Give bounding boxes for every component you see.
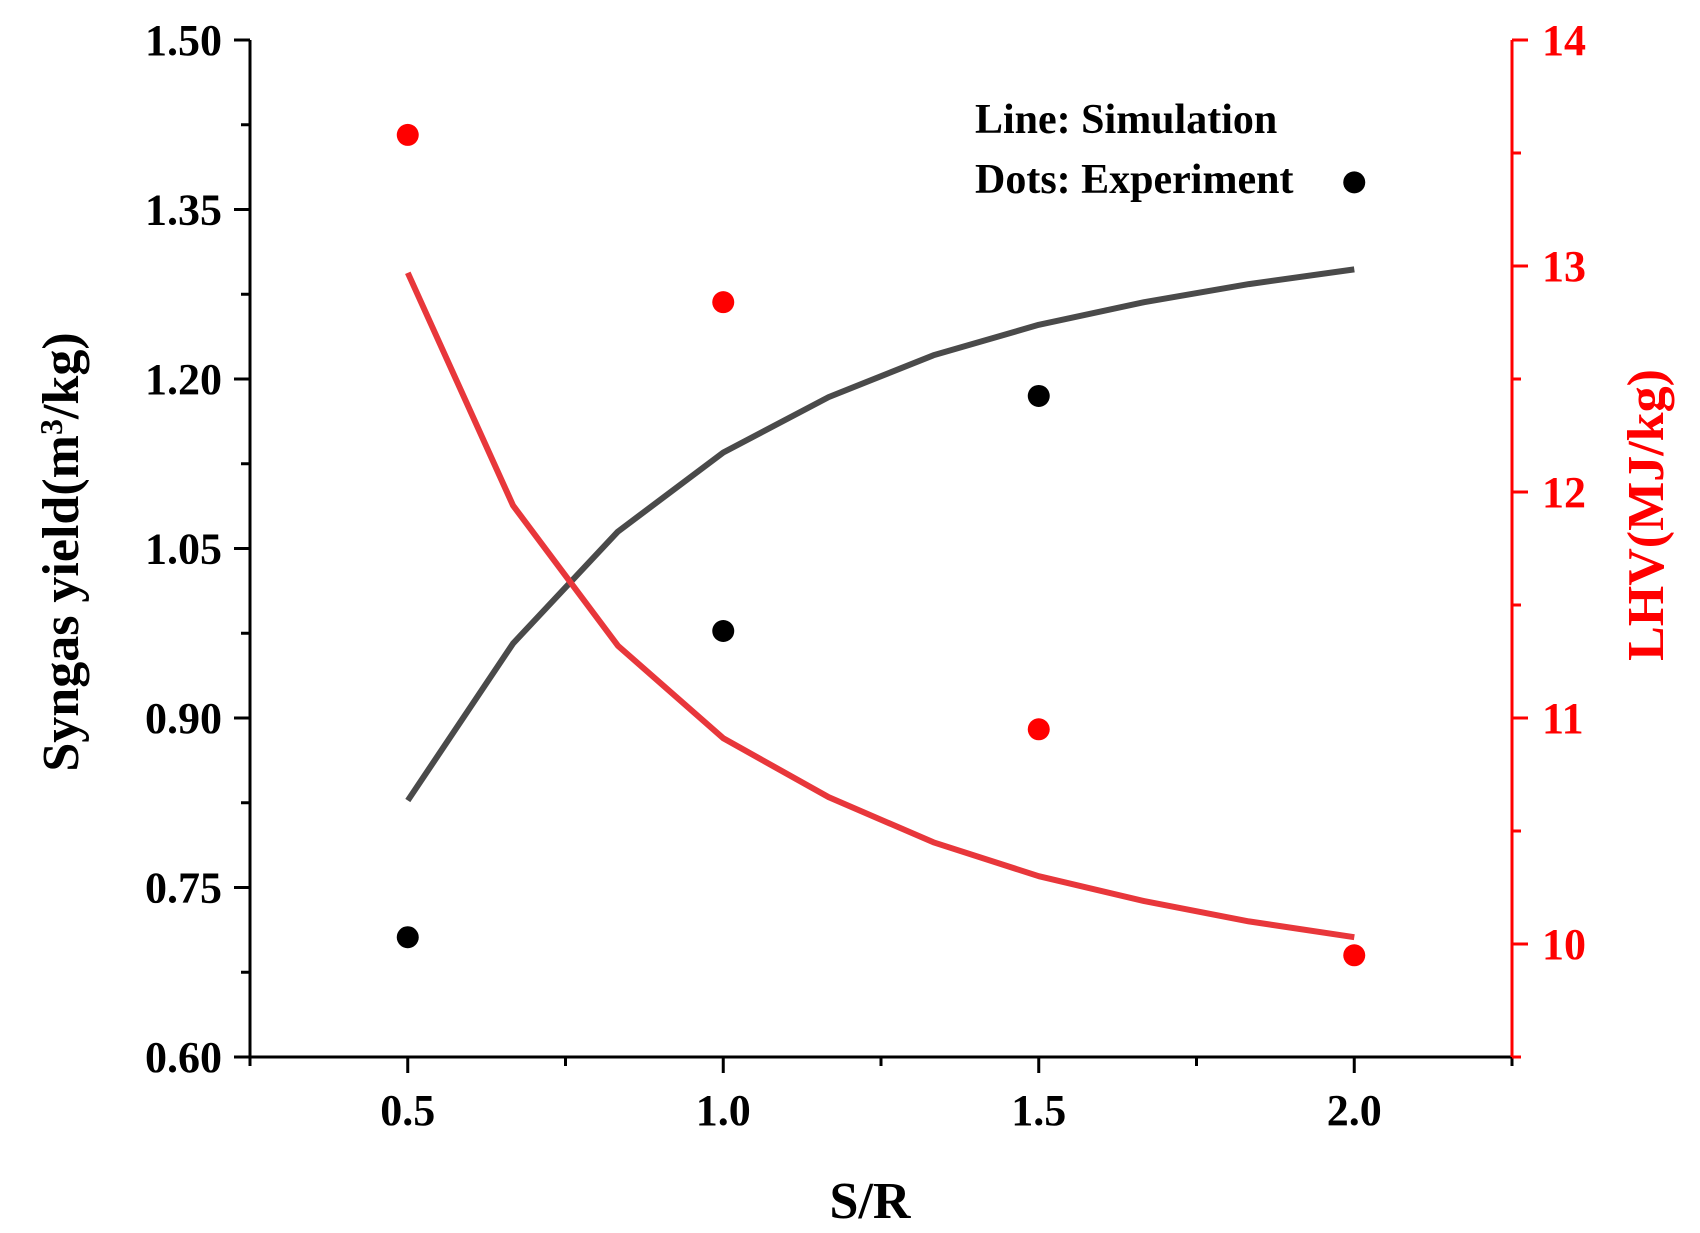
lhv-experiment-point: [396, 123, 419, 146]
y-left-tick-label: 0.60: [145, 1033, 222, 1082]
y-right-tick-label: 10: [1542, 920, 1586, 969]
syngas-experiment-point: [1027, 384, 1050, 407]
syngas-experiment-point: [712, 619, 735, 642]
y-left-tick-label: 0.90: [145, 694, 222, 743]
x-tick-label: 2.0: [1327, 1086, 1382, 1135]
text-layer: 0.5 1.0 1.5 2.0 0.60 0.75 0.90 1.05 1.20 1.35 1.50…: [145, 16, 1586, 1135]
y-left-tick-label: 1.20: [145, 355, 222, 404]
y-right-tick-label: 11: [1542, 694, 1584, 743]
lhv-simulation-line: [405, 271, 1355, 941]
syngas-simulation-line: [405, 266, 1355, 803]
y-left-tick-label: 1.05: [145, 525, 222, 574]
legend-line-text: Line: Simulation: [975, 97, 1277, 143]
legend-dots-text: Dots: Experiment: [975, 157, 1293, 203]
y-left-axis-title: Syngas yield(m3/kg): [33, 332, 90, 771]
y-right-tick-label: 14: [1542, 16, 1586, 65]
y-left-tick-label: 0.75: [145, 864, 222, 913]
y-left-axis-title-tail: /kg): [33, 332, 90, 420]
x-tick-label: 1.5: [1011, 1086, 1066, 1135]
axes-layer: [234, 38, 1528, 1073]
y-right-tick-label: 12: [1542, 468, 1586, 517]
y-left-tick-label: 1.50: [145, 16, 222, 65]
lhv-experiment-point: [1027, 718, 1050, 741]
lhv-experiment-point: [1343, 944, 1366, 967]
x-axis-title: S/R: [830, 1173, 912, 1230]
y-left-axis-title-main: Syngas yield(m: [33, 435, 90, 772]
lhv-experiment-point: [712, 291, 735, 314]
series-layer: [396, 123, 1366, 967]
syngas-experiment-point: [396, 926, 419, 949]
y-left-axis-title-sup: 3: [33, 419, 69, 435]
x-tick-label: 1.0: [696, 1086, 751, 1135]
y-left-tick-label: 1.35: [145, 186, 222, 235]
syngas-experiment-point: [1343, 171, 1366, 194]
y-right-tick-label: 13: [1542, 242, 1586, 291]
x-tick-label: 0.5: [380, 1086, 435, 1135]
y-right-axis-title: LHV(MJ/kg): [1618, 369, 1675, 661]
